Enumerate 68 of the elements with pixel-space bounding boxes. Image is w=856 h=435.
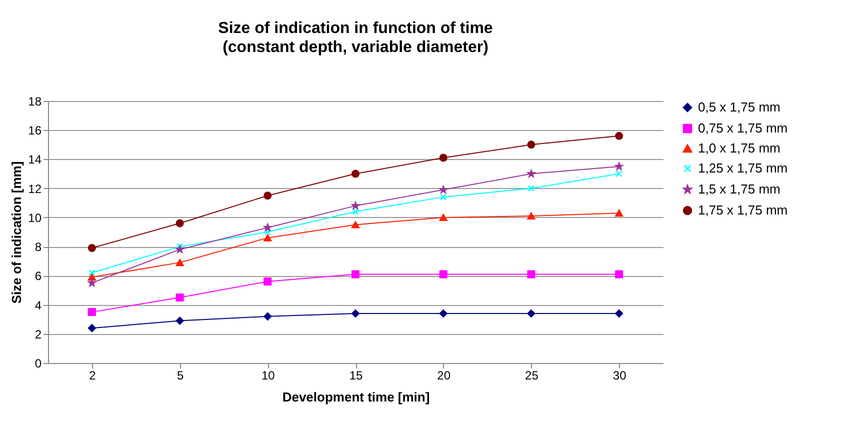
x-tick-label: 2 [89,368,96,382]
y-tick-label: 10 [28,210,42,225]
point [615,132,624,140]
point [176,316,184,325]
legend-label: 1,0 x 1,75 mm [698,140,780,156]
legend-label: 1,5 x 1,75 mm [698,182,780,196]
y-tick-label: 4 [34,298,42,312]
x-tick-label: 10 [261,368,276,382]
point [264,277,272,286]
point [88,269,96,276]
point [88,274,96,281]
point [88,244,96,252]
point [351,170,360,178]
x-tick-label: 25 [525,368,539,382]
x-tick-label: 5 [176,368,184,382]
point [88,324,96,332]
point [176,243,184,250]
point [439,154,448,162]
point [351,310,360,318]
legend-label: 1,75 x 1,75 mm [698,202,788,218]
point [528,185,535,192]
y-tick-label: 0 [34,356,42,370]
y-tick-label: 2 [34,327,42,342]
y-tick-label: 18 [28,94,42,108]
chart-title: Size of indication in function of time [218,20,493,37]
legend-label: 0,5 x 1,75 mm [698,100,780,114]
point [440,194,447,200]
y-tick-label: 16 [28,124,42,138]
x-tick-label: 20 [437,368,451,382]
legend-label: 1,25 x 1,75 mm [698,160,788,176]
point [439,310,448,318]
y-axis-title: Size of indication [mm] [9,161,24,304]
point [615,310,624,318]
point [527,270,536,278]
point [527,140,536,149]
x-tick-label: 30 [612,368,627,382]
point [176,293,184,302]
chart-subtitle: (constant depth, variable diameter) [222,39,488,56]
point [88,278,96,286]
y-tick-label: 6 [34,269,42,284]
point [176,219,184,228]
y-tick-label: 14 [28,152,42,167]
point [615,210,624,217]
point [264,312,272,320]
point [616,170,622,178]
point [264,228,271,236]
point [615,270,624,278]
point [351,270,360,278]
point [176,259,184,266]
point [88,308,96,316]
point [615,162,623,170]
point [264,234,272,242]
point [351,221,360,228]
point [527,310,536,318]
point [264,192,272,200]
point [264,224,272,231]
point [527,170,536,178]
legend-label: 0,75 x 1,75 mm [698,120,788,136]
y-tick-label: 12 [28,182,42,196]
x-axis-title: Development time [min] [282,390,430,404]
point [439,270,448,278]
point [439,214,448,221]
y-tick-label: 8 [34,240,42,254]
point [352,202,360,210]
point [352,208,359,215]
point [176,245,184,253]
point [527,212,536,220]
x-tick-label: 15 [349,368,363,382]
